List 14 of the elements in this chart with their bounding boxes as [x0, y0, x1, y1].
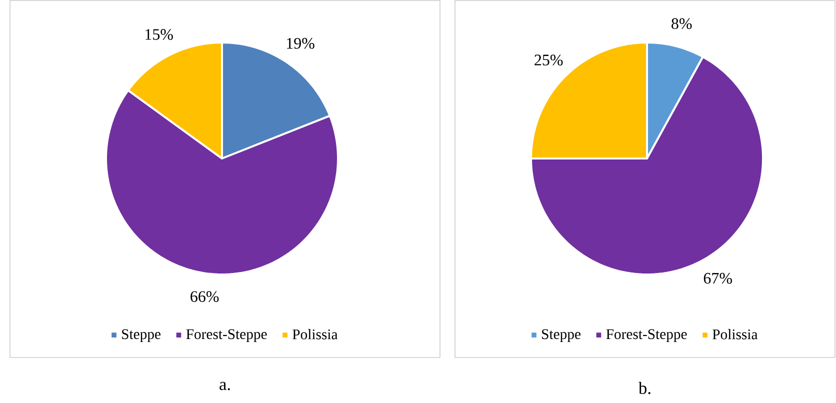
legend-label: Steppe	[122, 329, 160, 342]
data-label: 8%	[672, 18, 692, 29]
text: b.	[638, 382, 650, 394]
data-label: 67%	[704, 272, 732, 284]
data-label: 19%	[286, 38, 314, 49]
legend-label: Forest-Steppe	[606, 329, 687, 342]
data-label: 66%	[190, 290, 219, 302]
legend-label: Polissia	[712, 328, 758, 340]
legend-label: Polissia	[292, 328, 338, 340]
data-label: 25%	[534, 54, 563, 66]
legend-label: Forest-Steppe	[186, 329, 267, 342]
legend-label: Steppe	[542, 329, 580, 342]
data-label: 15%	[146, 28, 173, 40]
text: a.	[220, 382, 230, 390]
